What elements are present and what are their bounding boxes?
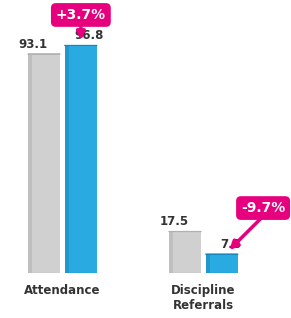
Text: 93.1: 93.1 [19, 38, 48, 51]
FancyBboxPatch shape [28, 54, 32, 273]
Text: 17.5: 17.5 [159, 215, 189, 228]
FancyBboxPatch shape [28, 54, 60, 273]
FancyBboxPatch shape [65, 45, 97, 273]
FancyBboxPatch shape [65, 45, 68, 273]
Text: 96.8: 96.8 [75, 29, 104, 42]
FancyBboxPatch shape [206, 254, 210, 273]
Text: 7.8: 7.8 [220, 238, 241, 251]
Text: Discipline
Referrals: Discipline Referrals [171, 284, 236, 312]
FancyBboxPatch shape [169, 232, 201, 273]
FancyBboxPatch shape [206, 254, 238, 273]
Text: +3.7%: +3.7% [56, 8, 106, 22]
FancyBboxPatch shape [169, 232, 173, 273]
Text: Attendance: Attendance [24, 284, 101, 297]
Text: -9.7%: -9.7% [241, 201, 285, 215]
